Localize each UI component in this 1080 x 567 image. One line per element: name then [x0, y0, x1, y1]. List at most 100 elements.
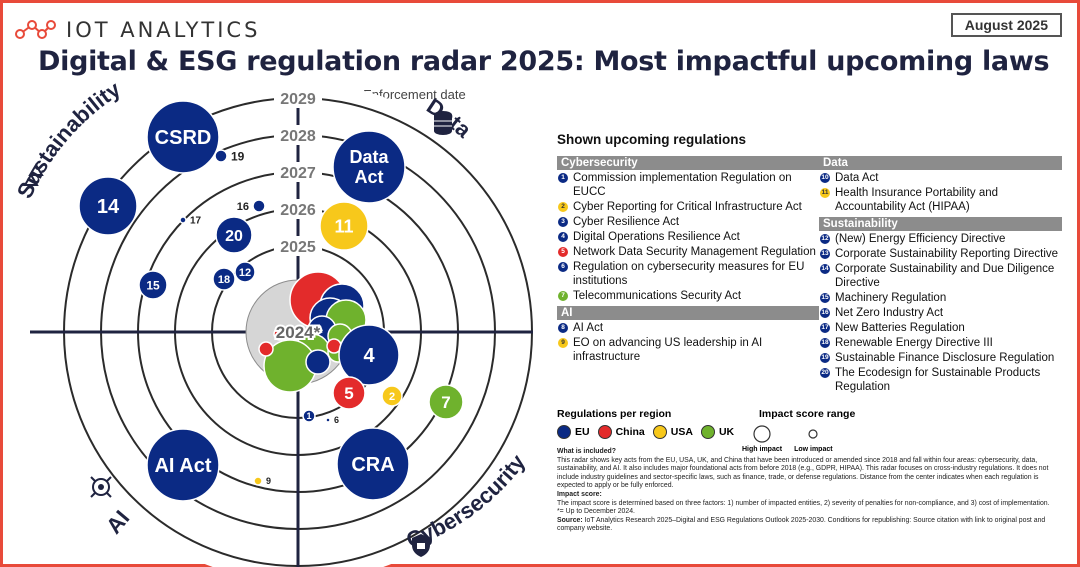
regulation-bubble-9 — [253, 476, 263, 486]
legend-item-label: Health Insurance Portability and Account… — [835, 187, 999, 213]
legend-number-badge: 14 — [820, 264, 830, 274]
bubble-label: 16 — [237, 201, 249, 213]
legend-item-label: (New) Energy Efficiency Directive — [835, 233, 1006, 245]
cluster-bubble — [305, 349, 331, 375]
legend-item-label: Commission implementation Regulation on … — [573, 172, 792, 198]
shield-lock-icon — [412, 534, 430, 557]
legend-item-label: Net Zero Industry Act — [835, 307, 944, 319]
region-legend-title: Regulations per region — [557, 408, 672, 420]
impact-high: High impact — [742, 424, 782, 453]
legend-item-label: Telecommunications Security Act — [573, 290, 742, 302]
bubble-label: CRA — [351, 454, 394, 476]
network-logo-icon — [15, 20, 56, 39]
legend-item-label: The Ecodesign for Sustainable Products R… — [835, 367, 1041, 393]
legend-item: 6 Regulation on cybersecurity measures fo… — [557, 260, 819, 288]
legend-number-badge: 13 — [820, 249, 830, 259]
legend-number-badge: 10 — [820, 173, 830, 183]
regulation-bubble-4 — [338, 324, 400, 386]
source-heading: Source: — [557, 516, 583, 524]
regulation-bubble-15 — [138, 270, 168, 300]
regulation-bubble-6 — [325, 417, 331, 423]
legend-item: 15 Machinery Regulation — [819, 291, 1062, 305]
regulations-legend: Shown upcoming regulations Cybersecurity… — [557, 132, 1062, 395]
legend-item-label: New Batteries Regulation — [835, 322, 965, 334]
legend-item: 10 Data Act — [819, 171, 1062, 185]
legend-item: 5 Network Data Security Management Regula… — [557, 245, 819, 259]
bubble-label: 5 — [344, 384, 353, 403]
regulation-bubble-16 — [252, 199, 266, 213]
regulation-bubble-19 — [214, 149, 228, 163]
legend-category-cybersecurity: Cybersecurity — [557, 156, 819, 170]
impact-heading: Impact score: — [557, 490, 602, 498]
bubble-label: 1 — [306, 411, 311, 421]
ring-year-label: 2028 — [280, 128, 316, 145]
bubble-label: 19 — [231, 149, 245, 163]
center-year-outline: 2024* — [276, 323, 321, 342]
legend-number-badge: 3 — [558, 217, 568, 227]
regulation-bubble-ai-act — [146, 428, 220, 502]
legend-item: 14 Corporate Sustainability and Due Dilig… — [819, 262, 1062, 290]
legend-number-badge: 5 — [558, 247, 568, 257]
legend-item-label: Regulation on cybersecurity measures for… — [573, 261, 805, 287]
legend-item: 4 Digital Operations Resilience Act — [557, 230, 819, 244]
impact-items: High impact Low impact — [742, 424, 833, 453]
database-icon — [434, 111, 452, 135]
ring-year-label: 2027 — [280, 165, 316, 182]
regulation-bubble-2 — [381, 385, 403, 407]
legend-item-label: Corporate Sustainability and Due Diligen… — [835, 263, 1055, 289]
legend-number-badge: 12 — [820, 234, 830, 244]
legend-number-badge: 19 — [820, 353, 830, 363]
legend-item-label: Network Data Security Management Regulat… — [573, 246, 816, 258]
impact-legend-title: Impact score range — [759, 408, 856, 420]
legend-item-label: Data Act — [835, 172, 879, 184]
region-uk: UK — [700, 425, 734, 439]
legend-number-badge: 4 — [558, 232, 568, 242]
legend-item-label: Renewable Energy Directive III — [835, 337, 993, 349]
legend-item: 19 Sustainable Finance Disclosure Regulat… — [819, 351, 1062, 365]
region-china: China — [597, 425, 645, 439]
impact-low: Low impact — [794, 424, 833, 453]
regulation-bubble-17 — [179, 216, 187, 224]
regulation-bubble-csrd — [146, 100, 220, 174]
bubble-label: 2 — [389, 391, 395, 403]
legend-number-badge: 1 — [558, 173, 568, 183]
legend-number-badge: 17 — [820, 323, 830, 333]
legend-number-badge: 2 — [558, 202, 568, 212]
legend-number-badge: 18 — [820, 338, 830, 348]
bubble-label: 9 — [266, 476, 271, 486]
legend-number-badge: 20 — [820, 368, 830, 378]
included-text: This radar shows key acts from the EU, U… — [557, 456, 1049, 490]
date-badge: August 2025 — [950, 13, 1062, 37]
source-text: IoT Analytics Research 2025–Digital and … — [557, 516, 1046, 533]
methodology-notes: What is included? This radar shows key a… — [557, 448, 1065, 534]
ring-year-label: 2026 — [280, 202, 316, 219]
regulation-bubble-7 — [428, 384, 464, 420]
legend-item: 12 (New) Energy Efficiency Directive — [819, 232, 1062, 246]
regulation-bubble-data-act — [332, 130, 406, 204]
regulation-bubble-14 — [78, 176, 138, 236]
legend-item: 16 Net Zero Industry Act — [819, 306, 1062, 320]
legend-number-badge: 8 — [558, 323, 568, 333]
bubble-label: Data Act — [349, 147, 389, 187]
recycle-icon — [23, 163, 44, 186]
ring-year-label: 2029 — [280, 91, 316, 108]
legend-item-label: AI Act — [573, 322, 604, 334]
legend-number-badge: 7 — [558, 291, 568, 301]
bubble-label: 17 — [190, 216, 202, 227]
regulation-bubble-5 — [332, 376, 366, 410]
legend-item-label: Digital Operations Resilience Act — [573, 231, 740, 243]
region-items: EU China USA UK — [557, 425, 734, 439]
regulation-bubble-cra — [336, 427, 410, 501]
legend-category-data: Data — [819, 156, 1062, 170]
footnote: *= Up to December 2024. — [557, 508, 635, 516]
legend-item-label: Sustainable Finance Disclosure Regulatio… — [835, 352, 1055, 364]
legend-item: 11 Health Insurance Portability and Accou… — [819, 186, 1062, 214]
legend-item: 3 Cyber Resilience Act — [557, 215, 819, 229]
bubble-label: 14 — [97, 196, 120, 218]
region-usa: USA — [652, 425, 693, 439]
legend-number-badge: 11 — [820, 188, 830, 198]
page-title: Digital & ESG regulation radar 2025: Mos… — [38, 46, 1050, 77]
legend-item: 18 Renewable Energy Directive III — [819, 336, 1062, 350]
bubble-label: 12 — [239, 267, 251, 279]
legend-left-column: Cybersecurity 1 Commission implementation … — [557, 153, 819, 395]
